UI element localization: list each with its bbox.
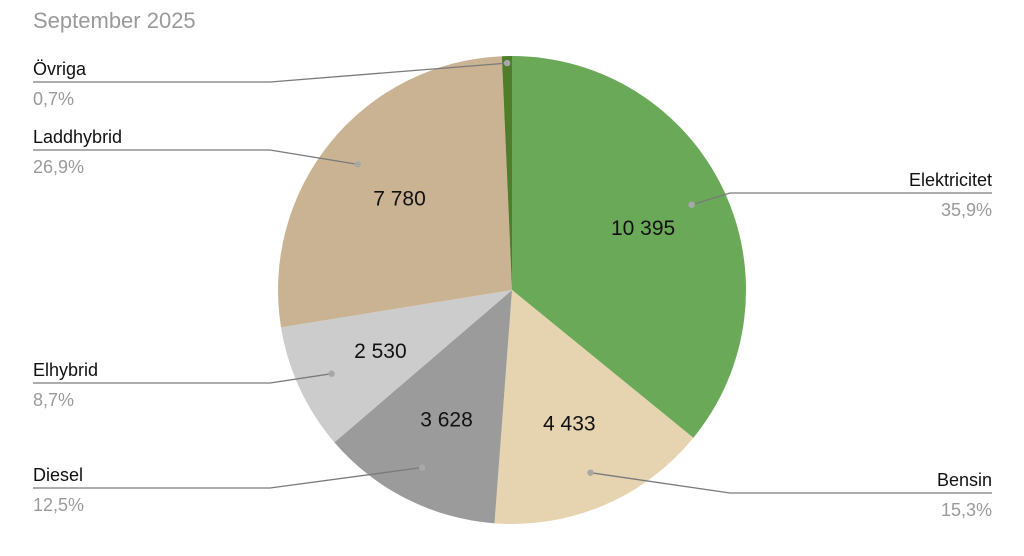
category-label-elektricitet: Elektricitet [909,170,992,190]
pie-labels: 10 395 Elektricitet 35,9% 4 433 Bensin 15,3% 3… [33,59,992,520]
value-label-bensin: 4 433 [543,412,596,435]
leader-line-bensin [590,472,992,494]
slice-diesel [334,290,512,524]
slice-elhybrid [281,290,512,443]
category-label-elhybrid: Elhybrid [33,360,98,380]
leader-line-elektricitet [691,192,992,206]
category-label-laddhybrid: Laddhybrid [33,127,122,147]
value-label-laddhybrid: 7 780 [373,187,426,210]
slice-laddhybrid [278,56,512,328]
slice-ovriga [501,56,512,290]
leader-dot-bensin [587,469,594,476]
percent-label-diesel: 12,5% [33,495,84,515]
percent-label-elektricitet: 35,9% [941,200,992,220]
category-label-ovriga: Övriga [33,59,87,79]
percent-label-bensin: 15,3% [941,500,992,520]
chart-title: September 2025 [33,8,196,33]
percent-label-laddhybrid: 26,9% [33,157,84,177]
slice-elektricitet [512,56,747,438]
value-label-elektricitet: 10 395 [611,217,675,240]
category-label-bensin: Bensin [937,470,992,490]
leader-dot-elektricitet [688,201,695,208]
percent-label-elhybrid: 8,7% [33,390,74,410]
leader-line-diesel [33,466,423,489]
leader-line-ovriga [33,62,508,83]
value-label-elhybrid: 2 530 [354,340,407,363]
value-label-diesel: 3 628 [420,409,473,432]
leader-dot-diesel [419,464,426,471]
leader-dot-laddhybrid [354,161,361,168]
leader-line-elhybrid [33,373,332,384]
pie-slices [278,56,747,525]
percent-label-ovriga: 0,7% [33,89,74,109]
slice-bensin [494,290,694,525]
leader-dot-ovriga [503,59,511,67]
leader-line-laddhybrid [33,149,358,166]
category-label-diesel: Diesel [33,465,83,485]
leader-dot-elhybrid [328,370,335,377]
